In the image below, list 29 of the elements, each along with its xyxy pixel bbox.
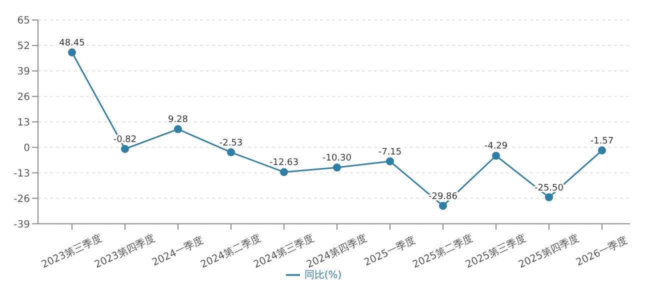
point bbox=[598, 146, 606, 154]
text: -1.57 bbox=[590, 136, 614, 146]
text: -7.15 bbox=[378, 147, 402, 158]
legend-label: 同比(%) bbox=[304, 270, 342, 281]
y-tick-label: -13 bbox=[14, 168, 30, 180]
point bbox=[492, 152, 500, 160]
text: -12.63 bbox=[269, 158, 299, 168]
text: 9.28 bbox=[168, 115, 188, 126]
point bbox=[68, 48, 76, 56]
text: -4.29 bbox=[484, 142, 508, 152]
point bbox=[545, 193, 553, 202]
y-tick-label: 0 bbox=[24, 142, 30, 154]
point bbox=[121, 144, 129, 153]
y-tick-label: 26 bbox=[17, 92, 30, 103]
point bbox=[174, 125, 182, 134]
y-tick-label: 52 bbox=[17, 41, 30, 52]
text: -10.30 bbox=[322, 154, 352, 164]
y-tick-label: 39 bbox=[17, 66, 30, 78]
point bbox=[333, 164, 341, 172]
y-tick-label: 13 bbox=[17, 117, 30, 128]
y-tick-label: -26 bbox=[14, 194, 30, 205]
text: -2.53 bbox=[219, 138, 243, 148]
point bbox=[227, 148, 235, 156]
point bbox=[439, 202, 447, 210]
text: 48.45 bbox=[59, 38, 85, 48]
point bbox=[386, 157, 394, 166]
y-tick-label: -39 bbox=[14, 219, 30, 230]
point bbox=[280, 168, 288, 176]
y-tick-label: 65 bbox=[17, 16, 30, 27]
